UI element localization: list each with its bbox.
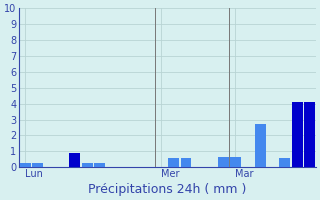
Bar xyxy=(255,124,266,167)
Bar xyxy=(82,163,92,167)
Bar xyxy=(230,157,241,167)
Bar xyxy=(20,163,31,167)
Bar xyxy=(218,157,228,167)
Bar xyxy=(69,153,80,167)
Bar xyxy=(168,158,179,167)
Bar xyxy=(94,163,105,167)
Bar xyxy=(32,163,43,167)
Bar xyxy=(279,158,290,167)
Bar xyxy=(304,102,315,167)
Bar xyxy=(180,158,191,167)
X-axis label: Précipitations 24h ( mm ): Précipitations 24h ( mm ) xyxy=(88,183,247,196)
Bar xyxy=(292,102,303,167)
